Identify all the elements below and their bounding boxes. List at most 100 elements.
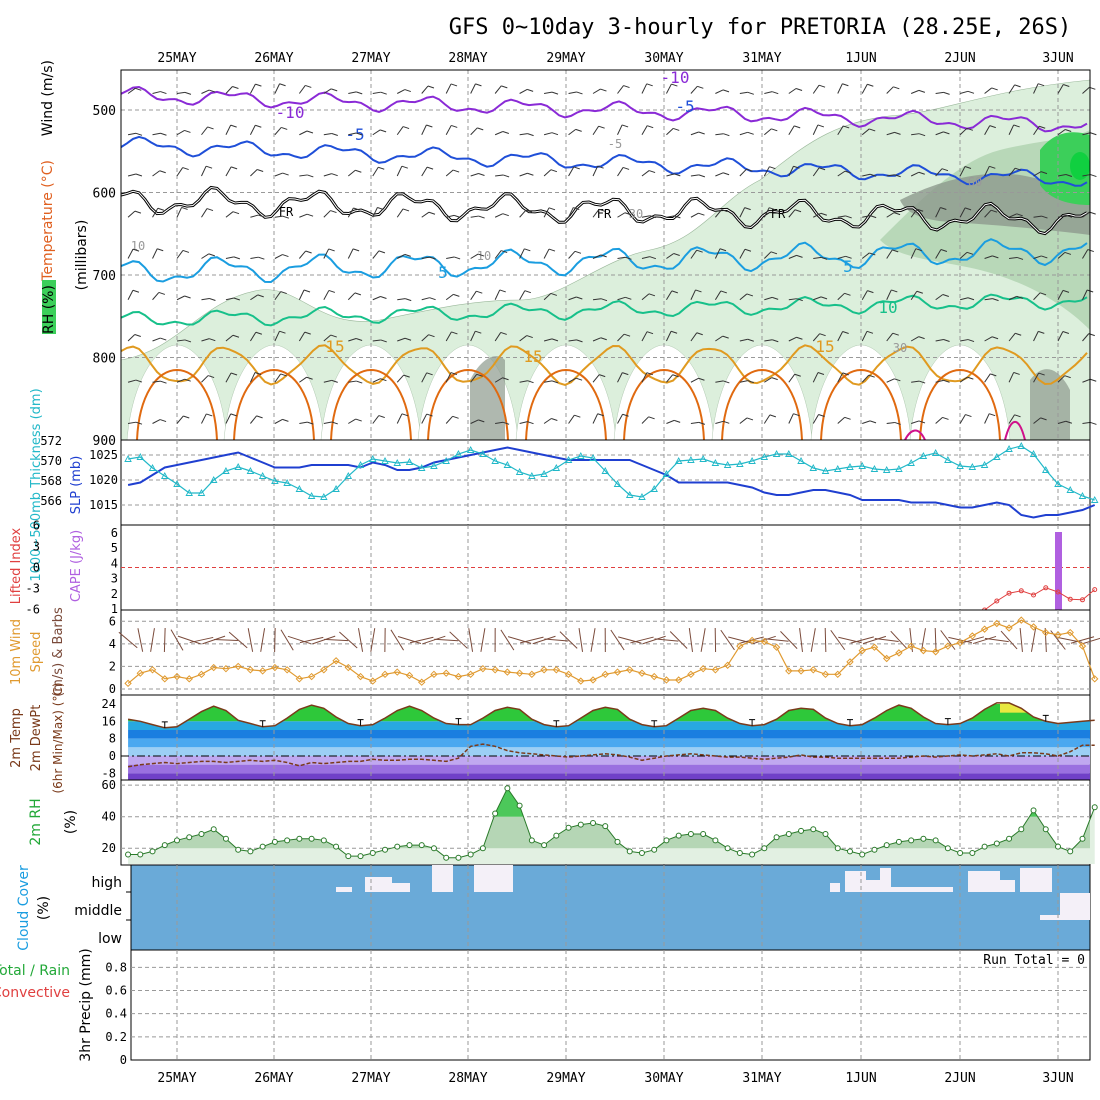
wind-speed-point (234, 662, 242, 671)
wind-barb (519, 209, 527, 218)
wind-barb (152, 208, 159, 218)
wind-barb (152, 337, 161, 342)
thickness-point (699, 455, 707, 462)
wind-barb-10m (274, 627, 276, 653)
wind-barb-flag (1087, 249, 1094, 253)
wind-barb (984, 166, 990, 177)
isotherm-20-arc (820, 368, 902, 441)
wind-tick-label: 0 (109, 682, 116, 696)
wind-barb-flag (1039, 125, 1046, 129)
rh-point (1042, 826, 1049, 833)
wind-barb-flag (844, 292, 851, 296)
wind-barb-10m (189, 636, 214, 644)
wind-barb (861, 331, 868, 342)
wind-barb-flag (746, 168, 753, 172)
freezing-level-core (120, 186, 1088, 235)
wind-barb (837, 170, 846, 177)
wind-barb-flag (477, 127, 484, 131)
pressure-ticks: 500 600 700 800 900 (93, 104, 116, 449)
wind-speed-point (1005, 624, 1013, 632)
thickness-point (736, 460, 744, 467)
wind-barb-10m (559, 631, 578, 649)
cloud-clear-block (365, 877, 392, 892)
wind-barb-10m (260, 628, 266, 652)
wind-barb (152, 248, 158, 259)
wind-barb (249, 83, 256, 94)
isotherm-label: 5 (843, 257, 853, 276)
wind-barb (666, 419, 675, 424)
wind-barb (1057, 252, 1066, 259)
wind-barb-flag (894, 131, 901, 135)
wind-barb (910, 290, 918, 301)
rh-point (749, 851, 756, 858)
wind-barb-10m (280, 629, 294, 651)
wind-barb (274, 83, 281, 94)
wind-barb (861, 290, 868, 300)
cloud-clear-block (845, 871, 866, 892)
wind-barb (176, 130, 185, 136)
rh-legend-swatch (42, 280, 56, 334)
wind-barb (250, 294, 259, 301)
wind-barb-flag (205, 165, 213, 169)
wind-barb (201, 375, 209, 383)
wind-barb (494, 131, 504, 136)
isotherm-label: -5 (345, 125, 364, 144)
max-temp-marker (553, 720, 560, 727)
wind-barb-10m (752, 635, 776, 645)
thickness-point (417, 464, 426, 471)
wind-speed-point (919, 646, 928, 655)
date-label-top: 1JUN (845, 51, 876, 66)
wind-barb-flag (918, 336, 925, 340)
wind-barb (959, 297, 969, 301)
wind-barb-flag (648, 170, 656, 174)
wind-barb-flag (866, 330, 874, 334)
wind-barb (1008, 295, 1017, 301)
wind-barb (421, 211, 430, 218)
wind-barb-flag (673, 127, 680, 131)
wind-speed-point (1029, 623, 1038, 631)
wind-barb (1082, 211, 1090, 218)
wind-barb-flag (183, 415, 190, 419)
wind-barb (372, 378, 381, 383)
wind-barb (323, 133, 332, 136)
thickness-point (589, 454, 597, 461)
wind-barb-flag (331, 421, 338, 425)
wind-barb-flag (356, 132, 363, 136)
wind-barb (323, 173, 332, 177)
wind-barb-flag (989, 165, 996, 169)
wind-barb (494, 85, 502, 94)
axis-label-lifted-index: Lifted Index (9, 527, 24, 604)
wind-barb-flag (746, 417, 754, 421)
thickness-point (332, 485, 340, 492)
rh-point (810, 826, 817, 833)
wind-barb (788, 209, 796, 218)
wind-barb-10m (339, 631, 358, 649)
isotherm-20-arc (721, 368, 803, 441)
wind-barb-flag (429, 256, 436, 260)
wind-barb-flag (940, 207, 947, 211)
wind-barb (372, 91, 381, 94)
rh-point (614, 838, 621, 845)
wind-barb-flag (772, 339, 779, 343)
temp-band (128, 773, 1090, 782)
wind-barb-flag (574, 250, 582, 254)
wind-barb-flag (698, 421, 706, 425)
rh-point (345, 853, 352, 860)
wind-barb-10m (397, 635, 422, 645)
wind-barb (911, 380, 920, 383)
rh-point (736, 849, 743, 856)
wind-barb-flag (380, 91, 387, 95)
wind-barb-10m (1030, 628, 1037, 652)
rh-point (284, 837, 291, 844)
wind-barb-flag (1016, 256, 1024, 260)
wind-barb-flag (671, 83, 678, 87)
wind-barb-flag (159, 170, 166, 174)
wind-speed-point (907, 642, 915, 650)
wind-barb (176, 207, 183, 218)
cloud-clear-block (880, 868, 891, 892)
rh-point (1079, 835, 1086, 842)
wind-barb-flag (698, 377, 705, 381)
wind-barb (298, 289, 305, 300)
wind-barb (690, 421, 699, 424)
